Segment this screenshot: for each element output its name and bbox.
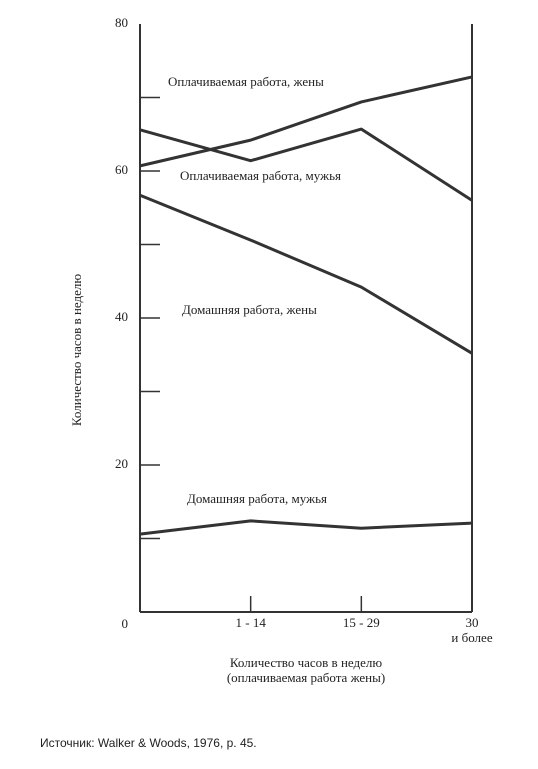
x-tick-label: 1 - 14 xyxy=(235,615,266,630)
y-axis-label: Количество часов в неделю xyxy=(69,274,84,426)
y-tick-label: 40 xyxy=(115,309,128,324)
y-tick-label: 0 xyxy=(122,616,129,631)
y-tick-label: 60 xyxy=(115,162,128,177)
series-line xyxy=(139,127,473,202)
series-label: Домашняя работа, мужья xyxy=(187,491,327,506)
x-tick-label: 15 - 29 xyxy=(342,615,380,630)
y-tick-label: 20 xyxy=(115,456,128,471)
series-line xyxy=(139,75,473,168)
series-label: Оплачиваемая работа, мужья xyxy=(180,168,341,183)
series-line xyxy=(139,519,473,536)
source-note: Источник: Walker & Woods, 1976, p. 45. xyxy=(40,736,257,750)
series-label: Оплачиваемая работа, жены xyxy=(168,74,324,89)
y-tick-label: 80 xyxy=(115,15,128,30)
series-label: Домашняя работа, жены xyxy=(182,302,317,317)
series-line xyxy=(139,193,473,355)
x-axis-label: Количество часов в неделю (оплачиваемая … xyxy=(226,655,386,685)
x-tick-label: 30 и более xyxy=(451,615,493,645)
